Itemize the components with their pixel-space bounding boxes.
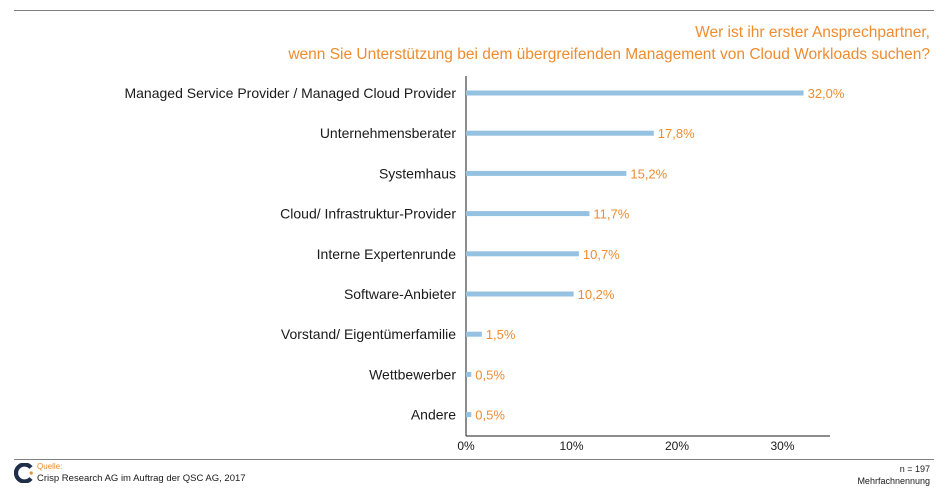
data-label: 0,5% — [475, 408, 505, 423]
category-label: Cloud/ Infrastruktur-Provider — [280, 206, 456, 222]
bar — [466, 251, 579, 257]
bar — [466, 412, 472, 418]
crisp-logo-icon — [14, 463, 33, 483]
chart-title-line-2: wenn Sie Unterstützung bei dem übergreif… — [288, 46, 930, 63]
data-label: 1,5% — [486, 327, 516, 342]
bar — [466, 90, 804, 96]
bottom-divider — [14, 459, 934, 460]
x-tick-label: 10% — [559, 439, 583, 453]
top-divider — [14, 10, 934, 11]
data-label: 0,5% — [475, 367, 505, 382]
data-label: 17,8% — [658, 126, 695, 141]
data-label: 11,7% — [593, 207, 629, 222]
sample-info: n = 197 Mehrfachnennung — [857, 463, 930, 487]
bar — [466, 211, 590, 217]
x-tick-label: 20% — [665, 439, 689, 453]
bar — [466, 130, 654, 136]
bar — [466, 170, 627, 176]
category-label: Interne Expertenrunde — [317, 246, 457, 262]
data-label: 10,7% — [583, 247, 620, 262]
data-label: 32,0% — [808, 86, 845, 101]
chart-title: Wer ist ihr erster Ansprechpartner, wenn… — [50, 22, 930, 66]
data-label: 10,2% — [578, 287, 615, 302]
chart-title-line-1: Wer ist ihr erster Ansprechpartner, — [695, 24, 930, 41]
x-tick-label: 0% — [457, 439, 475, 453]
category-label: Managed Service Provider / Managed Cloud… — [124, 85, 456, 101]
category-label: Wettbewerber — [369, 366, 456, 382]
category-label: Software-Anbieter — [344, 286, 456, 302]
x-tick-label: 30% — [770, 439, 794, 453]
category-label: Vorstand/ Eigentümerfamilie — [281, 326, 456, 342]
category-label: Andere — [411, 407, 456, 423]
bar — [466, 291, 574, 297]
data-label: 15,2% — [630, 166, 667, 181]
source-text: Crisp Research AG im Auftrag der QSC AG,… — [37, 473, 246, 484]
bar — [466, 371, 472, 377]
source-label: Quelle: — [37, 462, 63, 471]
sample-size: n = 197 — [899, 464, 930, 474]
bar — [466, 331, 482, 337]
multiple-answers-note: Mehrfachnennung — [857, 476, 930, 486]
category-label: Systemhaus — [379, 165, 456, 181]
category-label: Unternehmensberater — [320, 125, 457, 141]
